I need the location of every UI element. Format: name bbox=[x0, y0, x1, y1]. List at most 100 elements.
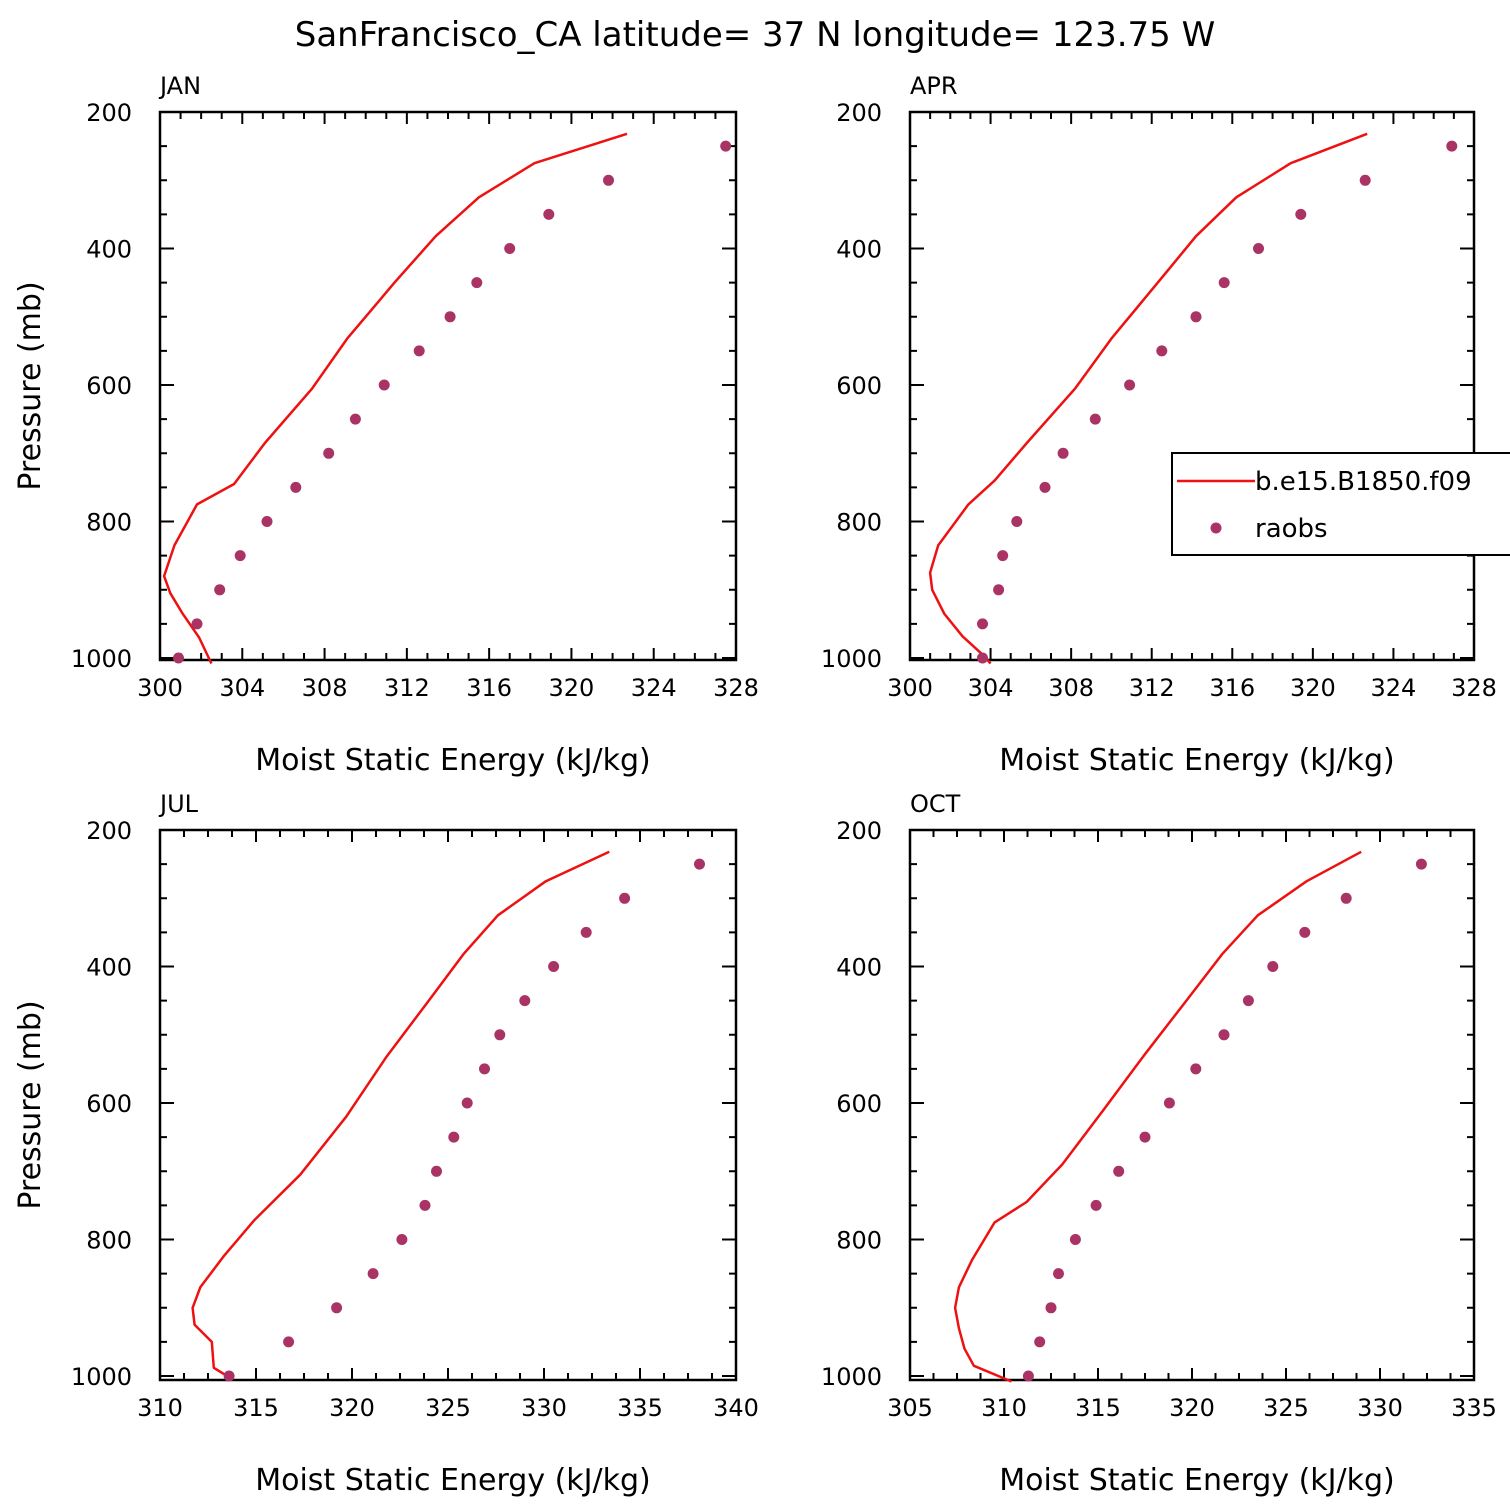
y-tick-label: 400 bbox=[836, 954, 882, 982]
raobs-point bbox=[494, 1029, 506, 1041]
raobs-point bbox=[290, 481, 302, 493]
legend-box bbox=[1171, 452, 1510, 556]
legend-model-label: b.e15.B1850.f09 bbox=[1255, 467, 1472, 497]
plot-frame bbox=[908, 110, 1476, 662]
raobs-point bbox=[1267, 961, 1279, 972]
x-tick-label: 315 bbox=[233, 1394, 279, 1422]
raobs-point bbox=[619, 892, 631, 904]
raobs-point bbox=[1295, 208, 1307, 220]
raobs-point bbox=[1163, 1097, 1175, 1109]
raobs-point bbox=[1340, 892, 1352, 904]
panel-apr: APR 300 304 308 312 316 320 324 328 200 400 600 800 1… bbox=[821, 72, 1497, 778]
y-tick-label: 600 bbox=[86, 1090, 132, 1118]
raobs-point bbox=[479, 1063, 490, 1075]
model-line bbox=[162, 132, 628, 665]
raobs-point bbox=[461, 1097, 473, 1109]
raobs-point bbox=[444, 311, 456, 323]
plot-frame bbox=[158, 828, 738, 1382]
legend-obs-marker bbox=[1210, 522, 1222, 534]
x-tick-label: 320 bbox=[549, 674, 595, 702]
x-tick-label: 300 bbox=[137, 674, 183, 702]
panel-label: APR bbox=[910, 72, 958, 100]
x-axis-label: Moist Static Energy (kJ/kg) bbox=[255, 1463, 651, 1498]
x-tick-label: 330 bbox=[521, 1394, 567, 1422]
x-tick-label: 320 bbox=[1169, 1394, 1215, 1422]
raobs-point bbox=[504, 243, 516, 254]
raobs-point bbox=[448, 1131, 460, 1143]
model-line bbox=[928, 132, 1368, 665]
y-tick-label: 600 bbox=[836, 372, 882, 400]
raobs-point bbox=[234, 550, 246, 562]
raobs-point bbox=[997, 550, 1009, 562]
raobs-point bbox=[1139, 1131, 1151, 1143]
y-axis-label: Pressure (mb) bbox=[13, 281, 48, 490]
plot-frame bbox=[158, 110, 738, 662]
x-tick-label: 335 bbox=[617, 1394, 663, 1422]
y-tick-label: 800 bbox=[86, 1227, 132, 1255]
panels: JAN 300 304 308 312 316 320 324 328 200 400 600 800 1… bbox=[13, 72, 1497, 1498]
raobs-point bbox=[1039, 481, 1051, 493]
y-tick-label: 1000 bbox=[821, 645, 882, 673]
raobs-point bbox=[367, 1268, 379, 1280]
raobs-point bbox=[331, 1302, 343, 1314]
raobs-point bbox=[977, 652, 988, 664]
panel-label: JAN bbox=[158, 72, 201, 100]
raobs-point bbox=[261, 516, 273, 527]
x-tick-label: 324 bbox=[631, 674, 677, 702]
raobs-point bbox=[1415, 858, 1427, 870]
raobs-point bbox=[1190, 311, 1202, 323]
y-tick-label: 1000 bbox=[71, 1363, 132, 1391]
panel-jul: JUL 310 315 320 325 330 335 340 200 400 600 800 1000… bbox=[13, 790, 759, 1498]
panel-label: OCT bbox=[910, 790, 961, 818]
plot-frame bbox=[908, 828, 1476, 1382]
raobs-point bbox=[283, 1336, 295, 1348]
x-tick-label: 310 bbox=[137, 1394, 183, 1422]
x-tick-label: 325 bbox=[1263, 1394, 1309, 1422]
model-line bbox=[953, 850, 1362, 1383]
raobs-point bbox=[214, 584, 226, 596]
y-tick-label: 400 bbox=[86, 236, 132, 264]
y-tick-label: 1000 bbox=[821, 1363, 882, 1391]
x-tick-label: 340 bbox=[713, 1394, 759, 1422]
raobs-point bbox=[1113, 1165, 1125, 1177]
raobs-point bbox=[431, 1165, 442, 1177]
x-tick-label: 320 bbox=[1290, 674, 1336, 702]
x-tick-label: 328 bbox=[1451, 674, 1497, 702]
y-tick-label: 200 bbox=[836, 99, 882, 127]
y-tick-label: 400 bbox=[86, 954, 132, 982]
x-tick-label: 325 bbox=[425, 1394, 471, 1422]
x-tick-label: 308 bbox=[1048, 674, 1094, 702]
x-tick-label: 315 bbox=[1075, 1394, 1121, 1422]
raobs-point bbox=[1045, 1302, 1057, 1314]
x-axis-label: Moist Static Energy (kJ/kg) bbox=[999, 1463, 1395, 1498]
raobs-point bbox=[580, 926, 592, 938]
x-tick-label: 316 bbox=[1209, 674, 1255, 702]
x-tick-label: 308 bbox=[302, 674, 348, 702]
raobs-point bbox=[191, 618, 203, 630]
y-tick-label: 200 bbox=[836, 817, 882, 845]
raobs-point bbox=[1069, 1234, 1081, 1245]
legend: b.e15.B1850.f09 raobs bbox=[1171, 452, 1510, 556]
raobs-point bbox=[396, 1234, 408, 1245]
x-tick-label: 312 bbox=[384, 674, 430, 702]
x-tick-label: 305 bbox=[887, 1394, 933, 1422]
raobs-point bbox=[548, 961, 560, 972]
raobs-point bbox=[223, 1370, 235, 1382]
legend-obs-label: raobs bbox=[1255, 514, 1328, 544]
raobs-point bbox=[1253, 243, 1264, 254]
raobs-point bbox=[1022, 1370, 1034, 1382]
y-tick-label: 400 bbox=[836, 236, 882, 264]
x-tick-label: 304 bbox=[219, 674, 265, 702]
raobs-point bbox=[1124, 379, 1136, 391]
raobs-point bbox=[1156, 345, 1168, 357]
x-tick-label: 312 bbox=[1129, 674, 1175, 702]
panel-label: JUL bbox=[158, 790, 199, 818]
y-tick-label: 200 bbox=[86, 817, 132, 845]
raobs-point bbox=[694, 858, 705, 870]
raobs-point bbox=[1218, 277, 1230, 289]
raobs-point bbox=[1359, 174, 1371, 186]
y-tick-label: 600 bbox=[86, 372, 132, 400]
x-tick-label: 330 bbox=[1357, 1394, 1403, 1422]
raobs-point bbox=[173, 652, 184, 664]
